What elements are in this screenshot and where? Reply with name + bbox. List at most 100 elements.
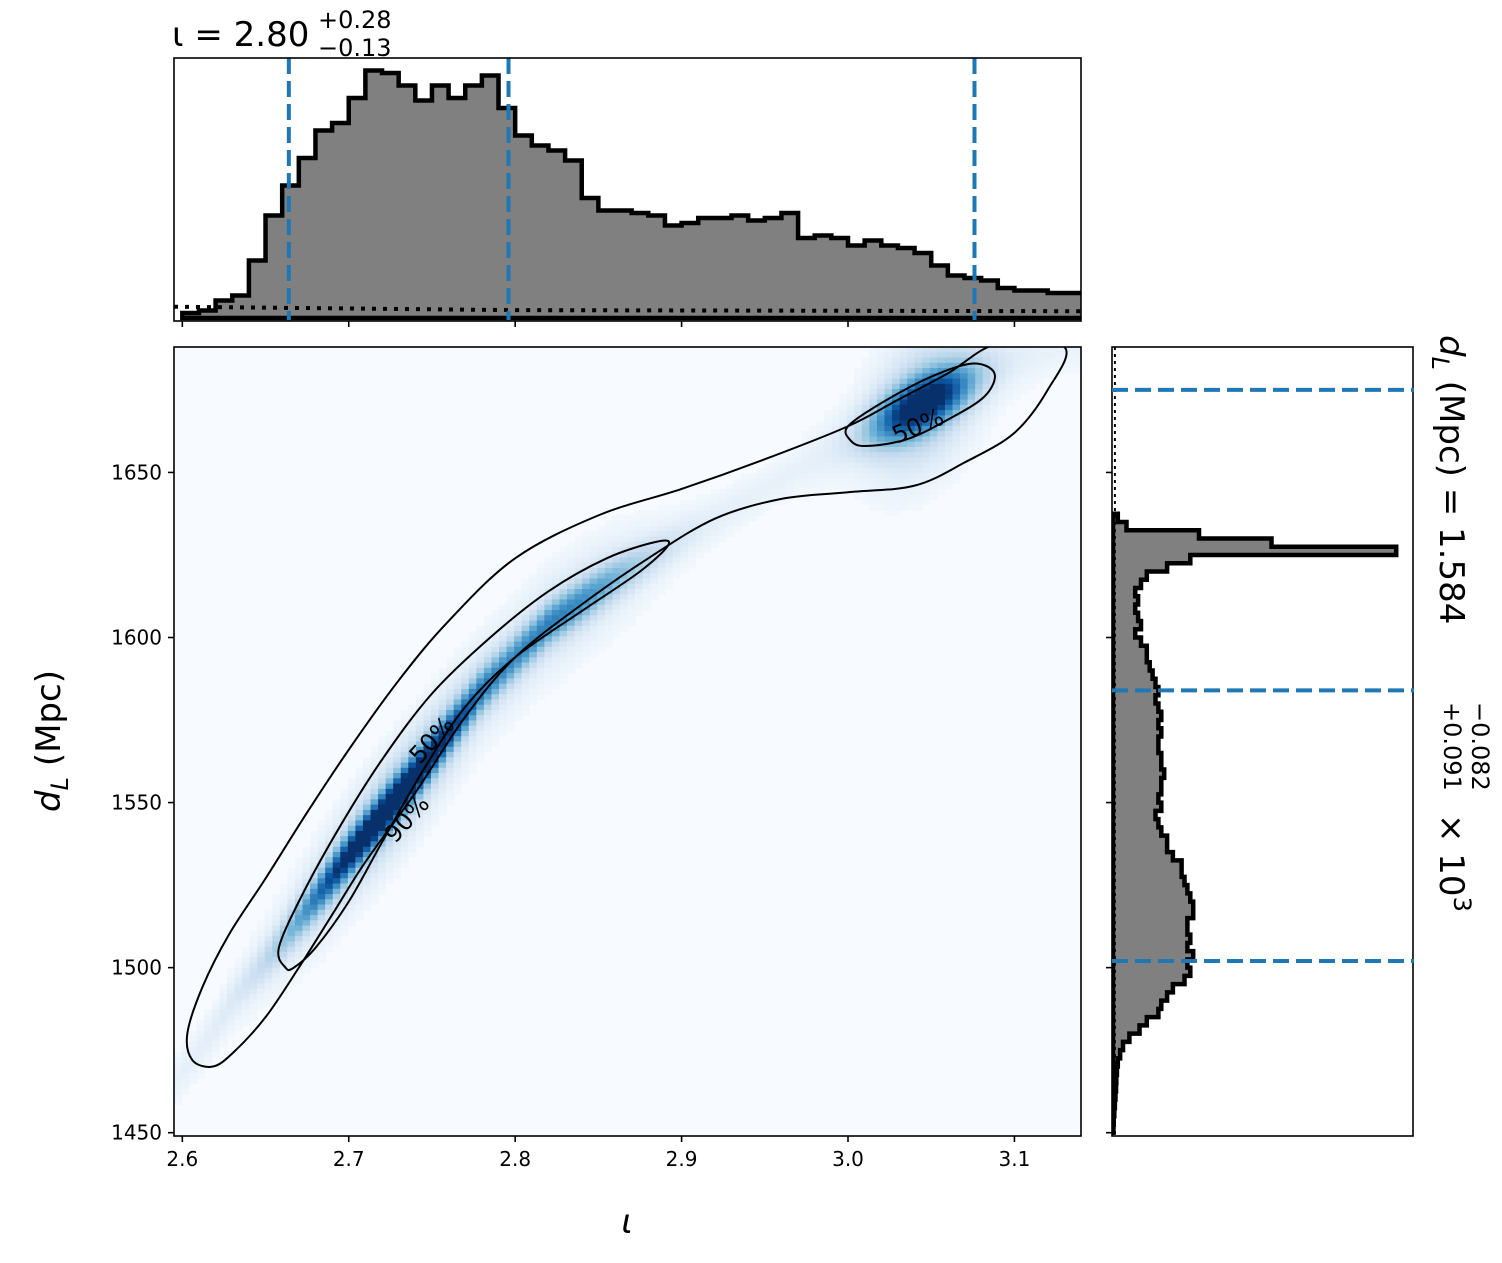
heatmap-cell: [899, 473, 908, 480]
heatmap-cell: [347, 915, 356, 921]
heatmap-cell: [506, 652, 515, 658]
heatmap-cell: [446, 673, 455, 679]
heatmap-cell: [680, 499, 689, 506]
heatmap-cell: [914, 394, 923, 401]
heatmap-cell: [536, 667, 545, 674]
heatmap-cell: [816, 467, 825, 474]
heatmap-cell: [559, 652, 568, 658]
heatmap-cell: [854, 431, 863, 438]
heatmap-cell: [982, 389, 991, 395]
heatmap-cell: [430, 709, 440, 716]
heatmap-cell: [468, 715, 477, 722]
heatmap-cell: [929, 478, 938, 485]
heatmap-cell: [468, 673, 477, 679]
heatmap-cell: [325, 888, 334, 895]
heatmap-cell: [839, 399, 848, 406]
heatmap-cell: [521, 709, 530, 716]
heatmap-cell: [687, 510, 697, 516]
heatmap-cell: [861, 441, 870, 448]
heatmap-cell: [854, 436, 863, 443]
heatmap-cell: [831, 473, 840, 480]
heatmap-cell: [340, 888, 349, 895]
heatmap-cell: [499, 730, 508, 737]
heatmap-cell: [876, 362, 886, 369]
heatmap-cell: [499, 699, 508, 706]
heatmap-cell: [763, 483, 772, 490]
heatmap-cell: [801, 478, 810, 485]
heatmap-cell: [378, 794, 387, 800]
heatmap-cell: [876, 347, 886, 353]
heatmap-cell: [521, 610, 530, 616]
heatmap-cell: [468, 652, 477, 658]
heatmap-cell: [294, 930, 304, 937]
heatmap-cell: [922, 483, 931, 490]
heatmap-cell: [740, 515, 750, 522]
heatmap-cell: [627, 557, 636, 564]
heatmap-cell: [521, 688, 530, 695]
heatmap-cell: [408, 757, 417, 764]
y-tick-label: 1600: [111, 626, 162, 650]
heatmap-cell: [461, 646, 470, 653]
heatmap-cell: [400, 783, 409, 790]
heatmap-cell: [869, 399, 878, 406]
heatmap-cell: [619, 557, 629, 564]
heatmap-cell: [529, 688, 538, 695]
heatmap-cell: [574, 599, 583, 606]
heatmap-cell: [619, 615, 629, 622]
heatmap-cell: [264, 925, 273, 932]
heatmap-cell: [892, 394, 901, 401]
heatmap-cell: [718, 499, 727, 506]
heatmap-cell: [340, 857, 349, 864]
heatmap-cell: [589, 646, 598, 653]
heatmap-cell: [204, 1036, 213, 1042]
heatmap-cell: [196, 1057, 205, 1063]
heatmap-cell: [453, 694, 462, 701]
heatmap-cell: [597, 641, 606, 648]
heatmap-cell: [446, 752, 455, 758]
heatmap-cell: [990, 352, 999, 359]
heatmap-cell: [589, 583, 598, 590]
heatmap-cell: [551, 573, 561, 580]
heatmap-cell: [370, 888, 379, 895]
heatmap-cell: [544, 578, 553, 585]
heatmap-cell: [521, 673, 530, 679]
heatmap-cell: [325, 873, 334, 879]
heatmap-cell: [302, 904, 311, 911]
heatmap-cell: [627, 541, 636, 548]
heatmap-cell: [929, 457, 938, 464]
heatmap-cell: [294, 894, 304, 900]
heatmap-cell: [453, 657, 462, 664]
heatmap-cell: [642, 594, 651, 601]
heatmap-cell: [332, 825, 341, 832]
heatmap-cell: [740, 520, 750, 527]
heatmap-cell: [574, 588, 583, 595]
heatmap-cell: [778, 473, 787, 480]
heatmap-cell: [899, 483, 908, 490]
heatmap-cell: [287, 983, 296, 990]
heatmap-cell: [499, 704, 508, 711]
heatmap-cell: [483, 704, 493, 711]
heatmap-cell: [876, 394, 886, 401]
heatmap-cell: [1020, 389, 1029, 395]
heatmap-cell: [982, 357, 991, 364]
heatmap-cell: [408, 778, 417, 785]
heatmap-cell: [612, 562, 621, 569]
heatmap-cell: [982, 431, 991, 438]
heatmap-cell: [960, 457, 969, 464]
heatmap-cell: [967, 399, 976, 406]
heatmap-cell: [755, 504, 765, 511]
heatmap-cell: [385, 788, 394, 795]
heatmap-cell: [529, 604, 538, 611]
heatmap-cell: [521, 588, 530, 595]
heatmap-cell: [831, 478, 840, 485]
heatmap-cell: [922, 499, 931, 506]
heatmap-cell: [816, 420, 825, 427]
heatmap-cell: [461, 720, 470, 727]
heatmap-cell: [1005, 357, 1014, 364]
heatmap-cell: [438, 720, 447, 727]
heatmap-cell: [695, 494, 704, 501]
heatmap-cell: [952, 404, 961, 411]
heatmap-cell: [907, 352, 916, 359]
heatmap-cell: [612, 525, 621, 532]
heatmap-cell: [650, 536, 659, 543]
